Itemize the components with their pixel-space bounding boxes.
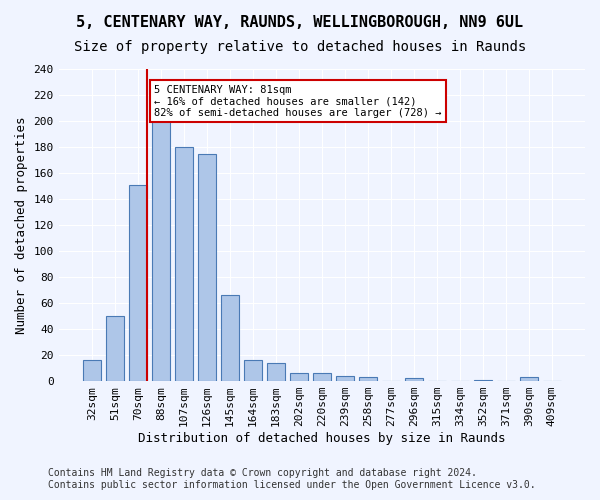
Bar (359, 377, 377, 381)
Bar (106, 316, 124, 381)
Bar (221, 296, 239, 381)
Bar (335, 376, 354, 381)
Text: 5 CENTENARY WAY: 81sqm
← 16% of detached houses are smaller (142)
82% of semi-de: 5 CENTENARY WAY: 81sqm ← 16% of detached… (154, 84, 442, 118)
Bar (244, 360, 262, 381)
Bar (152, 118, 170, 381)
Bar (473, 380, 492, 381)
Bar (313, 374, 331, 381)
Bar (197, 154, 216, 381)
Bar (266, 363, 285, 381)
X-axis label: Distribution of detached houses by size in Raunds: Distribution of detached houses by size … (138, 432, 506, 445)
Bar (290, 374, 308, 381)
Text: 5, CENTENARY WAY, RAUNDS, WELLINGBOROUGH, NN9 6UL: 5, CENTENARY WAY, RAUNDS, WELLINGBOROUGH… (76, 15, 524, 30)
Bar (175, 147, 193, 381)
Bar (520, 377, 538, 381)
Y-axis label: Number of detached properties: Number of detached properties (15, 116, 28, 334)
Bar (128, 184, 147, 381)
Bar (404, 378, 423, 381)
Text: Contains HM Land Registry data © Crown copyright and database right 2024.
Contai: Contains HM Land Registry data © Crown c… (48, 468, 536, 490)
Text: Size of property relative to detached houses in Raunds: Size of property relative to detached ho… (74, 40, 526, 54)
Bar (83, 360, 101, 381)
